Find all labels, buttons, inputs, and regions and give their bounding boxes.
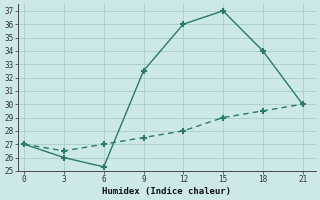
X-axis label: Humidex (Indice chaleur): Humidex (Indice chaleur) bbox=[102, 187, 231, 196]
